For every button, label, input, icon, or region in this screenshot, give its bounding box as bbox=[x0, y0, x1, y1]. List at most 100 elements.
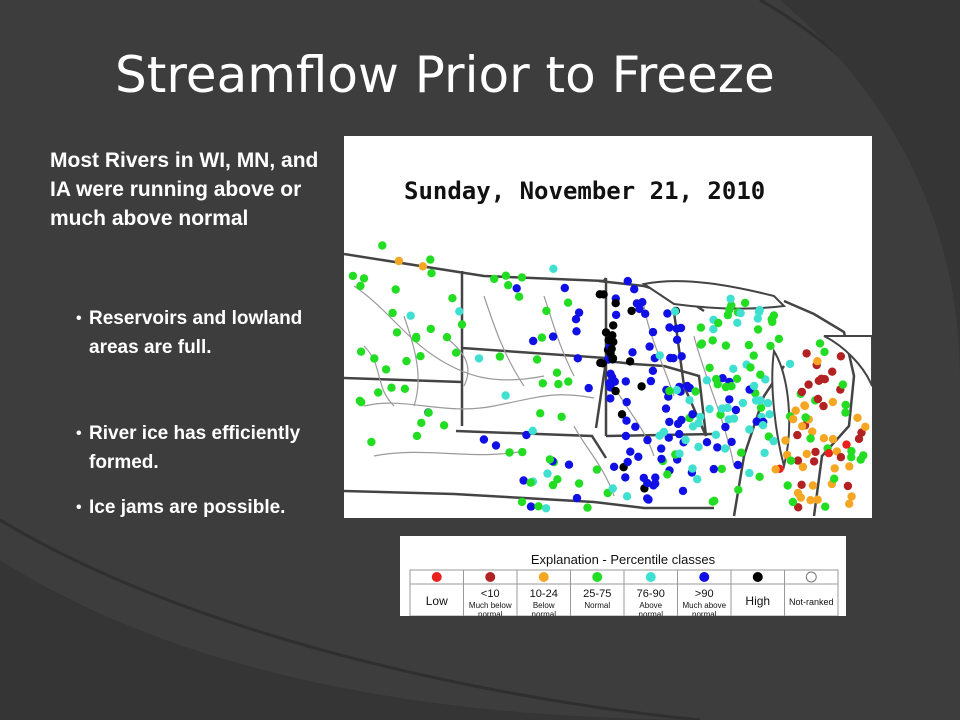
streamgage-site-dot bbox=[788, 497, 798, 507]
streamgage-site-dot bbox=[802, 449, 811, 459]
streamgage-site-dot bbox=[749, 381, 759, 391]
streamgage-site-dot bbox=[623, 457, 632, 467]
legend-class-label: normal bbox=[478, 610, 503, 616]
streamgage-site-dot bbox=[663, 470, 672, 479]
streamgage-site-dot bbox=[439, 421, 449, 430]
legend-class-label: Low bbox=[426, 594, 448, 608]
streamgage-site-dot bbox=[746, 363, 755, 372]
streamgage-site-dot bbox=[630, 285, 639, 294]
streamgage-site-dot bbox=[505, 448, 514, 457]
streamgage-site-dot bbox=[455, 307, 464, 316]
streamgage-site-dot bbox=[708, 497, 717, 506]
streamgage-site-dot bbox=[378, 241, 387, 250]
streamgage-site-dot bbox=[708, 336, 717, 345]
map-canvas: Sunday, November 21, 2010 bbox=[344, 136, 872, 518]
streamgage-site-dot bbox=[769, 436, 778, 446]
streamgage-site-dot bbox=[543, 469, 552, 478]
streamgage-site-dot bbox=[655, 351, 664, 360]
streamgage-site-dot bbox=[537, 333, 547, 342]
streamgage-site-dot bbox=[672, 385, 681, 395]
legend-class-label: High bbox=[745, 594, 770, 608]
streamgage-site-dot bbox=[411, 334, 421, 343]
streamgage-site-dot bbox=[645, 342, 654, 351]
streamgage-site-dot bbox=[622, 416, 631, 425]
streamgage-site-dot bbox=[693, 475, 702, 484]
streamgage-site-dot bbox=[574, 308, 584, 317]
streamgage-site-dot bbox=[785, 359, 795, 369]
streamgage-site-dot bbox=[374, 388, 383, 397]
legend-class-label: Above bbox=[639, 601, 662, 610]
streamgage-site-dot bbox=[406, 311, 415, 320]
streamgage-site-dot bbox=[626, 447, 635, 456]
streamgage-site-dot bbox=[774, 334, 784, 344]
streamgage-site-dot bbox=[381, 365, 391, 374]
streamgage-site-dot bbox=[554, 379, 563, 389]
streamgage-site-dot bbox=[813, 495, 822, 504]
legend-class-label: normal bbox=[532, 610, 557, 616]
streamgage-site-dot bbox=[426, 324, 435, 334]
streamgage-site-dot bbox=[709, 325, 718, 334]
streamgage-site-dot bbox=[828, 397, 837, 407]
streamgage-site-dot bbox=[599, 290, 608, 299]
streamgage-site-dot bbox=[753, 325, 763, 334]
streamgage-site-dot bbox=[811, 447, 820, 457]
streamgage-site-dot bbox=[677, 352, 686, 361]
streamgage-site-dot bbox=[367, 437, 376, 447]
streamgage-site-dot bbox=[541, 504, 551, 513]
streamgage-site-dot bbox=[665, 323, 674, 332]
streamgage-site-dot bbox=[604, 336, 613, 345]
streamgage-site-dot bbox=[793, 488, 803, 498]
streamgage-site-dot bbox=[574, 479, 584, 488]
legend-class-label: Below bbox=[533, 601, 555, 610]
legend-swatch bbox=[538, 572, 549, 582]
streamgage-site-dot bbox=[664, 433, 673, 442]
streamgage-site-dot bbox=[517, 497, 527, 507]
streamgage-site-dot bbox=[563, 298, 573, 307]
legend-class-label: Much below bbox=[469, 601, 512, 610]
streamgage-site-dot bbox=[646, 376, 656, 386]
streamgage-site-dot bbox=[628, 348, 637, 357]
streamgage-site-dot bbox=[394, 256, 404, 266]
streamgage-site-dot bbox=[560, 283, 569, 293]
streamgage-site-dot bbox=[611, 299, 620, 308]
streamgage-site-dot bbox=[824, 449, 833, 458]
streamgage-site-dot bbox=[606, 369, 615, 378]
streamgage-site-dot bbox=[702, 438, 712, 447]
streamgage-site-dot bbox=[830, 464, 839, 473]
streamgage-site-dot bbox=[763, 398, 773, 408]
streamgage-site-dot bbox=[572, 327, 581, 336]
streamgage-site-dot bbox=[392, 328, 402, 337]
streamgage-site-dot bbox=[781, 436, 790, 445]
streamgage-site-dot bbox=[721, 382, 731, 392]
streamgage-site-dot bbox=[514, 292, 524, 301]
streamgage-site-dot bbox=[491, 441, 501, 450]
legend-class-label: Not-ranked bbox=[789, 597, 834, 607]
streamgage-site-dot bbox=[755, 472, 764, 481]
streamgage-site-dot bbox=[789, 415, 798, 424]
streamgage-site-dot bbox=[813, 394, 823, 404]
streamgage-site-dot bbox=[752, 417, 761, 426]
streamgage-site-dot bbox=[744, 340, 754, 350]
legend-class-label: Normal bbox=[584, 601, 610, 610]
bullet-dot: • bbox=[76, 310, 82, 327]
streamgage-site-dot bbox=[751, 396, 761, 405]
streamgage-site-dot bbox=[495, 352, 505, 361]
streamgage-site-dot bbox=[830, 474, 839, 483]
streamgage-site-dot bbox=[657, 454, 666, 464]
streamgage-site-dot bbox=[631, 422, 640, 431]
streamgage-site-dot bbox=[802, 349, 811, 358]
streamgage-site-dot bbox=[564, 377, 573, 386]
streamgage-site-dot bbox=[490, 274, 499, 284]
streamgage-site-dot bbox=[627, 306, 636, 316]
streamgage-site-dot bbox=[853, 413, 862, 422]
streamgage-site-dot bbox=[806, 496, 815, 505]
streamgage-site-dot bbox=[548, 480, 558, 490]
streamgage-site-dot bbox=[717, 464, 726, 474]
legend-range: 25-75 bbox=[583, 588, 611, 600]
streamgage-site-dot bbox=[427, 269, 436, 278]
streamgage-site-dot bbox=[501, 391, 510, 400]
streamgage-site-dot bbox=[622, 397, 631, 407]
streamgage-site-dot bbox=[426, 255, 435, 264]
streamgage-site-dot bbox=[726, 294, 735, 303]
streamgage-site-dot bbox=[572, 493, 582, 503]
